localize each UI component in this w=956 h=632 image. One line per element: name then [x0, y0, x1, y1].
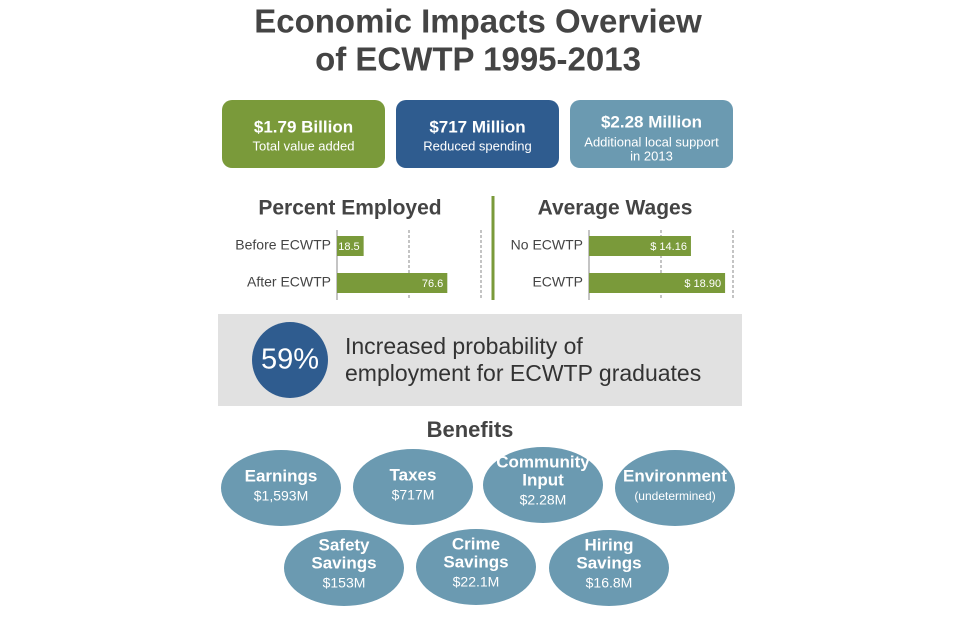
title: Economic Impacts Overview: [254, 3, 702, 40]
value-label: 76.6: [422, 278, 443, 290]
benefit-ellipse: [549, 530, 669, 606]
bar: [337, 273, 448, 293]
benefit-value: $22.1M: [453, 574, 500, 590]
stat-card: [396, 100, 559, 168]
benefit-name: Savings: [443, 552, 508, 571]
category-label: Before ECWTP: [235, 237, 331, 253]
benefit-ellipse: [615, 450, 735, 526]
benefit-name: Environment: [623, 466, 727, 485]
value-label: $ 18.90: [684, 278, 721, 290]
category-label: ECWTP: [532, 274, 583, 290]
benefit-name: Crime: [452, 534, 500, 553]
bar: [337, 236, 364, 256]
value-label: $ 14.16: [650, 241, 687, 253]
benefit-ellipse: [284, 530, 404, 606]
bar: [589, 236, 691, 256]
highlight-text: employment for ECWTP graduates: [345, 360, 701, 386]
title: of ECWTP 1995-2013: [315, 41, 641, 78]
value-label: 18.5: [338, 241, 359, 253]
benefit-name: Community: [496, 452, 590, 471]
category-label: No ECWTP: [511, 237, 583, 253]
stat-value: $2.28 Million: [601, 112, 702, 131]
benefit-value: $1,593M: [254, 488, 308, 504]
benefit-name: Safety: [318, 535, 370, 554]
benefit-name: Savings: [576, 553, 641, 572]
benefit-name: Input: [522, 470, 564, 489]
benefit-name: Savings: [311, 553, 376, 572]
benefit-ellipse: [483, 447, 603, 523]
benefits-title: Benefits: [427, 417, 514, 442]
benefit-value: $2.28M: [520, 492, 567, 508]
benefit-name: Earnings: [245, 466, 318, 485]
stat-label: Reduced spending: [423, 138, 531, 153]
benefit-ellipse: [353, 449, 473, 525]
chart-title: Percent Employed: [258, 197, 441, 220]
highlight-circle: [252, 322, 328, 398]
category-label: After ECWTP: [247, 274, 331, 290]
highlight-value: 59%: [261, 344, 319, 376]
stat-label: in 2013: [630, 148, 673, 163]
stat-value: $1.79 Billion: [254, 117, 353, 136]
highlight-text: Increased probability of: [345, 333, 583, 359]
benefit-value: (undetermined): [634, 489, 715, 503]
benefit-ellipse: [221, 450, 341, 526]
stat-label: Total value added: [253, 138, 355, 153]
benefit-name: Hiring: [584, 535, 633, 554]
stat-card: [222, 100, 385, 168]
stat-value: $717 Million: [429, 117, 525, 136]
benefit-value: $16.8M: [586, 575, 633, 591]
stat-card: [570, 100, 733, 168]
benefit-ellipse: [416, 529, 536, 605]
chart-title: Average Wages: [538, 197, 693, 220]
benefit-value: $717M: [392, 487, 435, 503]
bar: [589, 273, 726, 293]
benefit-value: $153M: [323, 575, 366, 591]
stat-label: Additional local support: [584, 134, 719, 149]
benefit-name: Taxes: [390, 465, 437, 484]
